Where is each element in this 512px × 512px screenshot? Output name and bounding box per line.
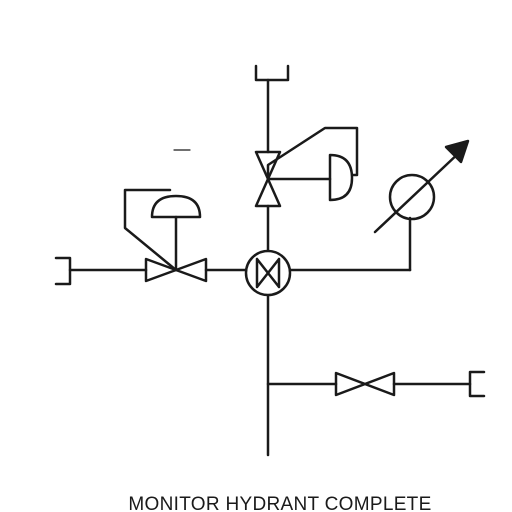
pipe-cap-left-icon: [54, 256, 72, 286]
diaphragm-control-valve-vertical-icon: [254, 150, 282, 208]
monitor-nozzle-icon: [388, 173, 436, 221]
arrow-head-icon: [444, 139, 470, 164]
diaphragm-control-valve-horizontal-icon: [144, 257, 208, 283]
valve-actuator-dome-icon: [328, 153, 354, 202]
four-way-valve-icon: [244, 249, 292, 297]
pipe-cap-top-icon: [254, 64, 290, 82]
four-way-valve-cross: [255, 257, 281, 289]
gate-valve-branch-icon: [334, 371, 396, 397]
valve-actuator-dome-horizontal-icon: [150, 194, 202, 219]
pipe-cap-right-icon: [468, 370, 486, 398]
control-line-horizontal-valve: [123, 188, 178, 272]
control-line-vertical-valve: [266, 126, 359, 181]
diagram-caption: MONITOR HYDRANT COMPLETE: [128, 494, 432, 512]
monitor-discharge-arrow: [373, 148, 464, 234]
